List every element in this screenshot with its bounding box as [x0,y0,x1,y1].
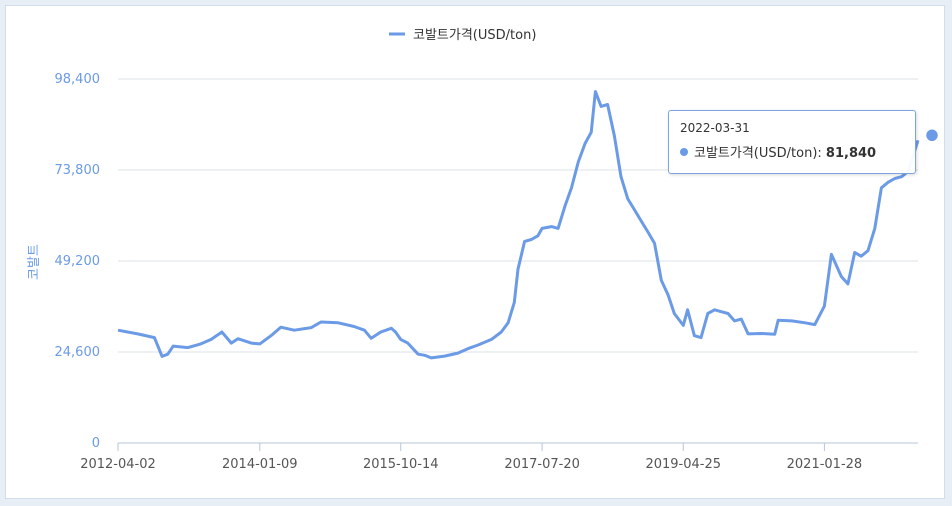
tooltip-date: 2022-03-31 [680,121,750,135]
y-tick-label: 49,200 [55,254,101,269]
legend[interactable]: 코발트가격(USD/ton) [389,28,536,43]
x-tick-label: 2019-04-25 [645,457,721,472]
y-axis-label: 코발트 [27,244,42,280]
tooltip: 2022-03-31 코발트가격(USD/ton): 81,840 [668,110,916,174]
tooltip-row: 코발트가격(USD/ton): 81,840 [680,142,876,161]
tooltip-series-dot [680,148,688,156]
chart-panel [5,5,945,499]
legend-label: 코발트가격(USD/ton) [413,28,536,43]
y-tick-label: 98,400 [55,72,101,87]
x-tick-label: 2014-01-09 [222,457,298,472]
x-tick-label: 2021-01-28 [787,457,863,472]
tooltip-value: 81,840 [825,146,877,161]
y-tick-label: 24,600 [55,345,101,360]
y-tick-label: 73,800 [55,163,101,178]
hover-point-marker[interactable] [923,127,941,144]
series-line-cobalt [117,90,920,360]
x-tick-label: 2017-07-20 [504,457,580,472]
tooltip-series-label: 코발트가격(USD/ton): [694,146,822,161]
x-tick-label: 2012-04-02 [80,457,156,472]
y-tick-label: 0 [92,436,100,451]
x-tick-label: 2015-10-14 [363,457,439,472]
